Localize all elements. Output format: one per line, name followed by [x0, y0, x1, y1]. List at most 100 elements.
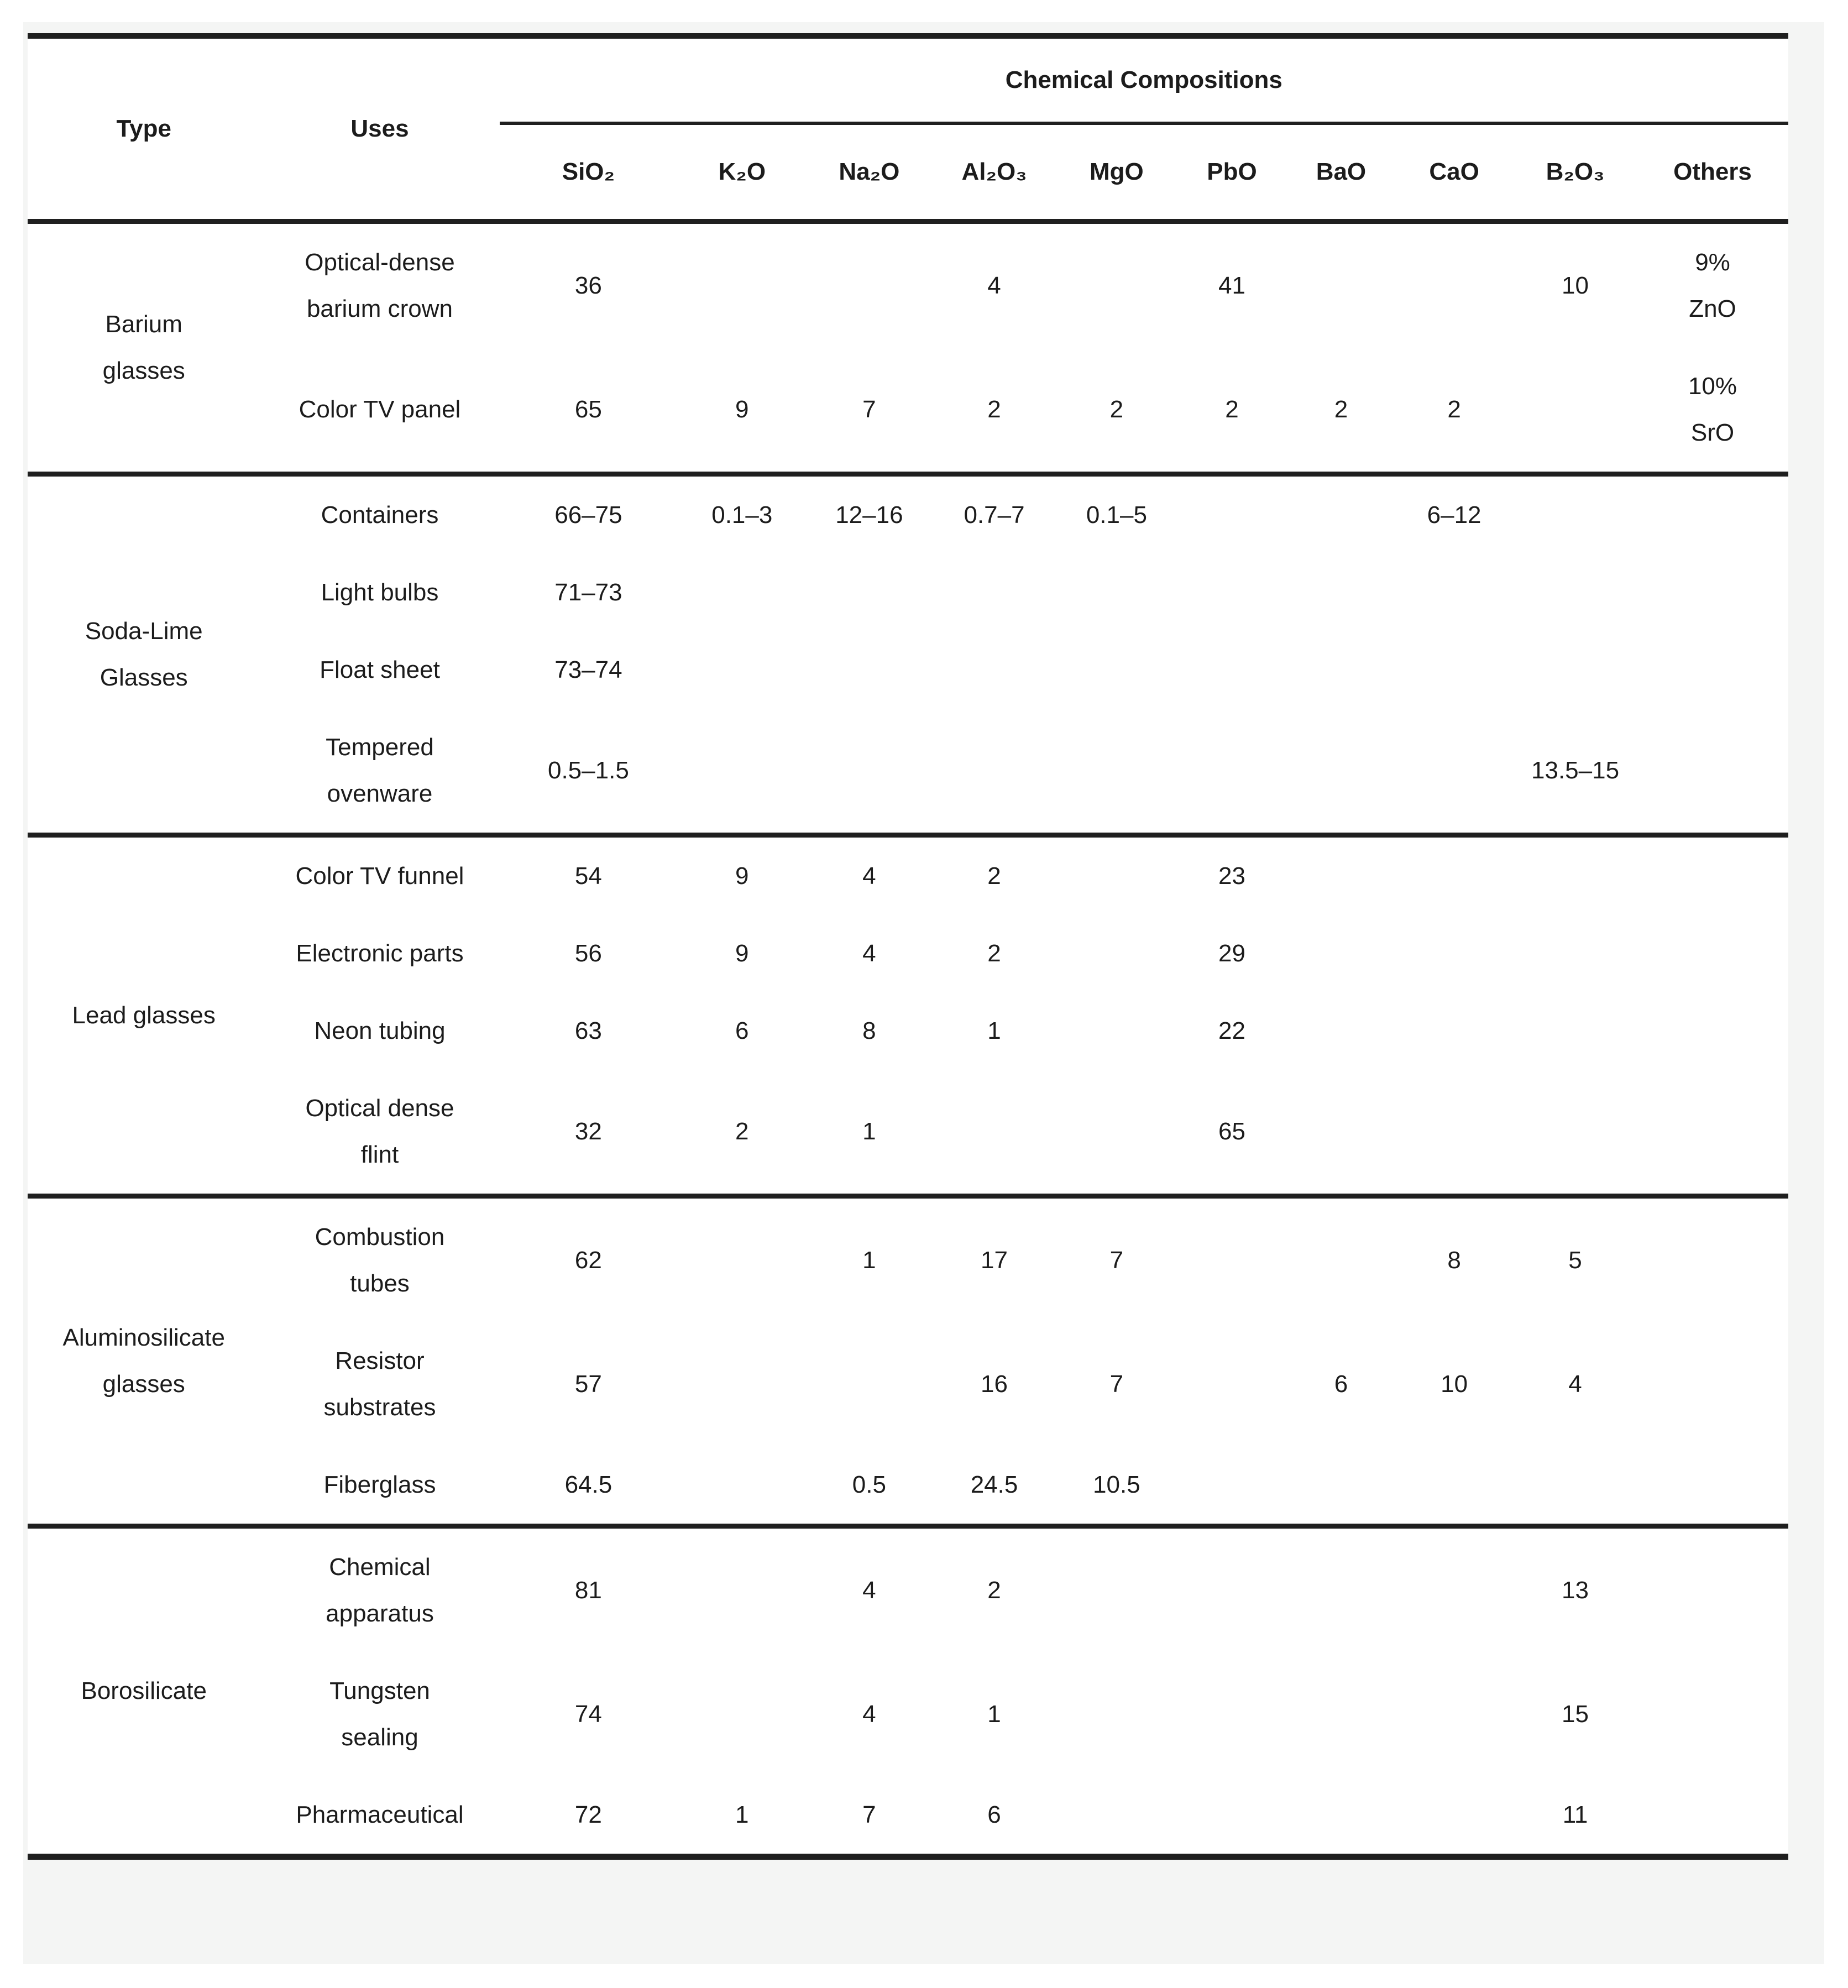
type-cell: Soda-Lime Glasses [85, 618, 203, 691]
value-cell [1176, 1196, 1287, 1323]
value-cell [1287, 474, 1395, 554]
table-row: Color TV panel 65 9 7 2 2 2 2 2 10% SrO [28, 348, 1788, 474]
value-cell: 1 [987, 1701, 1001, 1728]
value-cell [1395, 835, 1514, 915]
value-cell: 15 [1562, 1701, 1589, 1728]
value-cell: 65 [1218, 1118, 1245, 1145]
value-cell [1287, 709, 1395, 835]
value-cell [1287, 1526, 1395, 1653]
value-cell [1057, 835, 1177, 915]
value-cell: 36 [574, 272, 602, 299]
use-cell: Neon tubing [314, 1017, 446, 1044]
value-cell [1395, 222, 1514, 348]
value-cell: 81 [574, 1577, 602, 1604]
table-row: Optical dense flint 32 2 1 65 [28, 1070, 1788, 1196]
value-cell [1514, 915, 1637, 992]
value-cell: 2 [1334, 396, 1348, 423]
value-cell [1637, 474, 1788, 554]
table-row: Tungsten sealing 74 4 1 15 [28, 1652, 1788, 1776]
use-cell: Containers [321, 501, 439, 529]
value-cell [677, 222, 807, 348]
use-cell: Light bulbs [321, 579, 439, 606]
table-row: Borosilicate Chemical apparatus 81 4 2 13 [28, 1526, 1788, 1704]
value-cell [1176, 709, 1287, 835]
column-header-alo: Al₂O₃ [961, 158, 1027, 185]
section-barium: Barium glasses Optical-dense barium crown… [28, 221, 1788, 474]
value-cell [677, 1652, 807, 1776]
value-cell [1057, 554, 1177, 631]
value-cell: 7 [862, 396, 876, 423]
value-cell [807, 709, 931, 835]
value-cell [1395, 1526, 1514, 1653]
value-cell [1514, 992, 1637, 1070]
value-cell [677, 631, 807, 709]
value-cell: 6 [987, 1801, 1001, 1828]
value-cell [1057, 709, 1177, 835]
value-cell: 0.1–3 [711, 501, 773, 529]
table-row: Soda-Lime Glasses Containers 66–75 0.1–3 12–… [28, 474, 1788, 691]
value-cell [1176, 1446, 1287, 1526]
value-cell: 54 [574, 862, 602, 890]
column-header-mgo: MgO [1089, 158, 1144, 185]
value-cell [1395, 992, 1514, 1070]
value-cell [1176, 1776, 1287, 1857]
value-cell: 73–74 [554, 656, 622, 683]
value-cell: 72 [574, 1801, 602, 1828]
table-row: Float sheet 73–74 [28, 631, 1788, 709]
value-cell [1514, 348, 1637, 474]
value-cell [1176, 554, 1287, 631]
value-cell: 32 [574, 1118, 602, 1145]
value-cell [807, 631, 931, 709]
value-cell [1637, 631, 1788, 709]
column-header-type: Type [116, 115, 171, 142]
column-header-uses: Uses [350, 115, 409, 142]
value-cell: 71–73 [554, 579, 622, 606]
table-row: Fiberglass 64.5 0.5 24.5 10.5 [28, 1446, 1788, 1526]
value-cell: 74 [574, 1701, 602, 1728]
value-cell: 22 [1218, 1017, 1245, 1044]
table-row: Aluminosilicate glasses Combustion tubes 6… [28, 1196, 1788, 1398]
value-cell [1395, 1652, 1514, 1776]
use-cell: Color TV panel [299, 396, 461, 423]
use-cell: Float sheet [320, 656, 440, 683]
value-cell [1287, 631, 1395, 709]
value-cell [1057, 915, 1177, 992]
use-cell: Tempered ovenware [326, 734, 434, 807]
table-row: Light bulbs 71–73 [28, 554, 1788, 631]
value-cell [677, 1446, 807, 1526]
value-cell: 66–75 [554, 501, 622, 529]
value-cell: 9 [735, 940, 749, 967]
column-header-pbo: PbO [1207, 158, 1257, 185]
value-cell: 6 [1334, 1370, 1348, 1398]
value-cell [1637, 709, 1788, 835]
value-cell [1514, 1446, 1637, 1526]
value-cell: 12–16 [835, 501, 903, 529]
value-cell [1287, 554, 1395, 631]
value-cell [677, 1196, 807, 1323]
value-cell: 24.5 [970, 1471, 1018, 1498]
type-cell: Borosilicate [81, 1677, 207, 1704]
value-cell [1287, 1446, 1395, 1526]
column-header-bao: BaO [1316, 158, 1367, 185]
value-cell: 4 [862, 940, 876, 967]
value-cell: 2 [987, 862, 1001, 890]
value-cell: 9% ZnO [1689, 249, 1736, 322]
table-row: Lead glasses Color TV funnel 54 9 4 2 23 [28, 835, 1788, 1029]
value-cell: 57 [574, 1370, 602, 1398]
value-cell: 1 [735, 1801, 749, 1828]
value-cell [1637, 915, 1788, 992]
group-header-row: Type Uses Chemical Compositions [28, 36, 1788, 142]
value-cell: 4 [987, 272, 1001, 299]
document-panel: Type Uses Chemical Compositions SiO₂ K₂O N… [23, 22, 1824, 1964]
value-cell [931, 554, 1056, 631]
column-group-header-chemical-compositions: Chemical Compositions [499, 36, 1788, 125]
use-cell: Tungsten sealing [329, 1677, 430, 1751]
value-cell [1287, 992, 1395, 1070]
value-cell [1637, 1070, 1788, 1196]
value-cell [677, 1322, 807, 1446]
value-cell [1057, 1070, 1177, 1196]
value-cell [1514, 631, 1637, 709]
value-cell [807, 554, 931, 631]
value-cell [1637, 1322, 1788, 1446]
type-cell: Lead glasses [72, 1002, 216, 1029]
